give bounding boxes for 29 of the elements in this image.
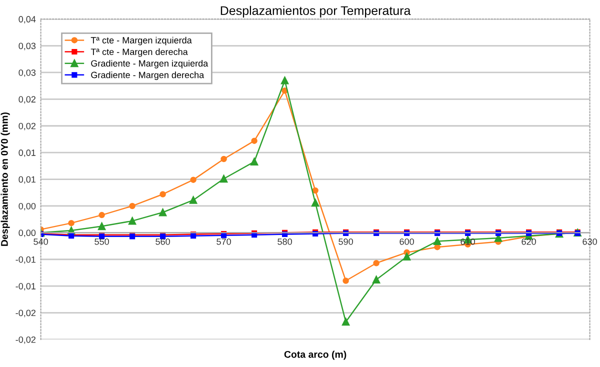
y-axis-title: Desplazamiento en 0Y0 (mm) [0, 112, 10, 246]
y-tick-label: 0,04 [18, 16, 36, 24]
x-tick-label: 600 [400, 238, 414, 245]
x-axis-title: Cota arco (m) [284, 350, 346, 360]
x-tick-label: 550 [94, 238, 109, 245]
y-tick-label: -0,01 [16, 256, 36, 264]
x-tick-label: 560 [156, 238, 170, 245]
x-tick-label: 540 [34, 238, 48, 245]
y-tick-label: 0,03 [18, 69, 36, 77]
x-tick-label: 630 [582, 238, 597, 245]
legend-label: Tª cte - Margen izquierda [90, 36, 192, 46]
x-tick-label: 580 [278, 238, 292, 245]
y-tick-label: 0,02 [18, 122, 36, 130]
legend-label: Gradiente - Margen izquierda [91, 60, 208, 68]
x-tick-label: 590 [338, 238, 353, 245]
y-tick-label: -0,02 [16, 310, 36, 318]
y-tick-label: -0,01 [16, 283, 36, 291]
y-tick-label: 0,01 [18, 150, 36, 158]
legend-label: Tª cte - Margen derecha [90, 48, 188, 57]
y-tick-label: 0,02 [18, 96, 36, 104]
x-tick-label: 620 [522, 238, 536, 245]
y-tick-label: 0,00 [18, 230, 36, 238]
legend-label: Gradiente - Margen derecha [91, 72, 204, 80]
y-tick-label: 0,00 [18, 202, 36, 210]
chart-title: Desplazamientos por Temperatura [220, 6, 411, 18]
y-tick-label: -0,02 [16, 336, 36, 344]
y-tick-label: 0,03 [18, 42, 36, 50]
x-tick-label: 570 [216, 238, 231, 245]
y-tick-label: 0,01 [18, 176, 36, 184]
